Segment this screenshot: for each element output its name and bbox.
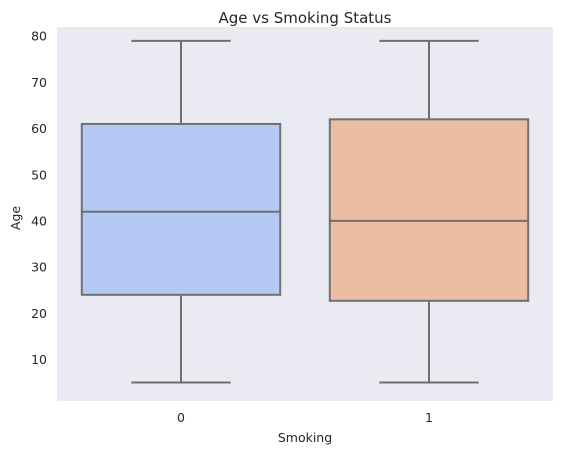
y-axis-ticks: 10 20 30 40 50 60 70 80 [31,29,47,367]
y-tick-label: 40 [31,213,47,228]
iqr-box [328,118,530,302]
iqr-box [80,122,282,296]
y-tick-label: 30 [31,260,47,275]
y-tick-label: 50 [31,167,47,182]
y-tick-label: 10 [31,352,47,367]
y-axis-label: Age [8,206,23,230]
box-series [80,39,530,384]
x-tick-label: 0 [177,410,185,425]
y-tick-label: 80 [31,29,47,44]
chart-title: Age vs Smoking Status [219,9,392,27]
x-tick-label: 1 [425,410,433,425]
y-tick-label: 60 [31,121,47,136]
x-axis-label: Smoking [278,430,332,445]
y-tick-label: 20 [31,306,47,321]
y-tick-label: 70 [31,75,47,90]
